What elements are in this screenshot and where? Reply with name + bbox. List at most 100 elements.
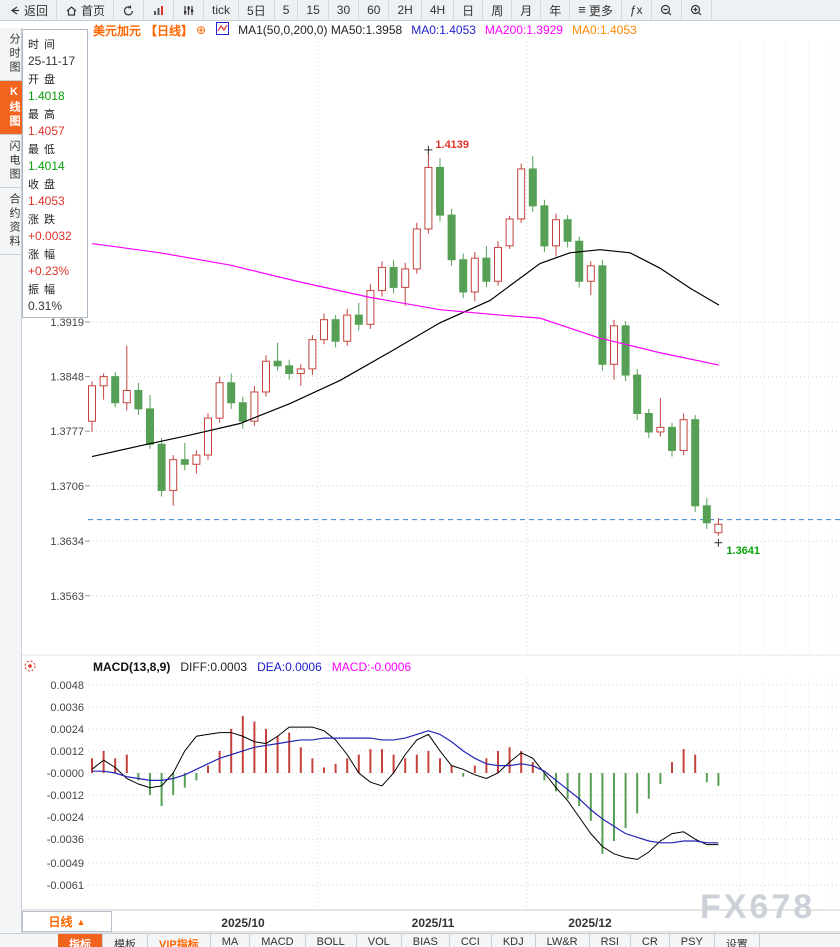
toolbar-button-15m[interactable]: 15 bbox=[298, 0, 329, 20]
macd-hist-bar bbox=[671, 761, 673, 773]
toolbar-button-month[interactable]: 月 bbox=[512, 0, 542, 20]
toolbar-button-label: 2H bbox=[397, 3, 413, 17]
date-axis-label: 2025/11 bbox=[412, 916, 455, 930]
indicator-tab-LW&R[interactable]: LW&R bbox=[536, 934, 590, 947]
date-axis-label: 2025/12 bbox=[568, 916, 612, 930]
macd-hist-bar bbox=[392, 754, 395, 773]
candle-body bbox=[621, 325, 630, 376]
toolbar-button-week[interactable]: 周 bbox=[483, 0, 513, 20]
high-price-label: 1.4139 bbox=[435, 139, 469, 151]
macd-hist-bar bbox=[462, 773, 465, 777]
macd-hist-bar bbox=[276, 736, 279, 773]
toolbar-button-indicator-params[interactable] bbox=[174, 0, 205, 20]
ma-legend-entry: MA1(50,0,200,0) MA50:1.3958 bbox=[238, 23, 403, 37]
watermark: FX678 bbox=[700, 888, 816, 926]
toolbar-button-back[interactable]: 返回 bbox=[0, 0, 58, 20]
price-axis-label: 1.3634 bbox=[50, 536, 84, 548]
toolbar-button-5m[interactable]: 5 bbox=[275, 0, 299, 20]
info-value: 0.31% bbox=[28, 299, 63, 313]
indicator-tab-MA[interactable]: MA bbox=[211, 934, 251, 947]
indicator-tab-bar: 指标 模板 VIP指标 MA MACD BOLL VOL BIAS CCI KDJ LW&R RSI C… bbox=[0, 933, 840, 947]
toolbar-button-label: 5日 bbox=[247, 3, 266, 18]
indicator-tab-BIAS[interactable]: BIAS bbox=[402, 934, 450, 947]
candle-body bbox=[308, 339, 317, 370]
toolbar-button-zoom-out[interactable] bbox=[652, 0, 682, 20]
toolbar-button-label: 4H bbox=[429, 3, 446, 17]
macd-hist-bar bbox=[102, 750, 105, 773]
macd-hist-bar bbox=[346, 758, 349, 773]
candle-body bbox=[598, 265, 607, 365]
indicator-tab-VOL[interactable]: VOL bbox=[357, 934, 402, 947]
indicator-tab-BOLL[interactable]: BOLL bbox=[306, 934, 357, 947]
indicator-tab-CR[interactable]: CR bbox=[631, 934, 670, 947]
toolbar-button-label: 月 bbox=[520, 3, 533, 18]
toolbar-button-home[interactable]: 首页 bbox=[57, 0, 115, 20]
ma-legend-entry: MA200:1.3929 bbox=[484, 23, 563, 37]
macd-hist-bar bbox=[613, 773, 615, 841]
add-favorite-icon[interactable]: ⊕ bbox=[196, 23, 207, 37]
candle-body bbox=[691, 419, 700, 507]
side-tab-闪电图[interactable]: 闪电图 bbox=[0, 135, 22, 188]
indicator-tab-设置[interactable]: 设置 bbox=[715, 934, 760, 947]
macd-hist-bar bbox=[705, 773, 708, 783]
macd-hist-bar bbox=[381, 749, 383, 773]
date-axis-label: 2025/10 bbox=[221, 916, 265, 930]
side-tab-合约资料[interactable]: 合约资料 bbox=[0, 188, 22, 255]
indicator-tab-PSY[interactable]: PSY bbox=[670, 934, 715, 947]
toolbar-button-label: 日 bbox=[462, 3, 475, 18]
candle-body bbox=[494, 246, 502, 282]
refresh-icon bbox=[122, 4, 135, 17]
toolbar-button-fx[interactable]: ƒx bbox=[622, 0, 652, 20]
period-selector[interactable]: 日线 ▲ bbox=[22, 911, 112, 932]
indicator-tab-CCI[interactable]: CCI bbox=[450, 934, 492, 947]
macd-hist-bar bbox=[508, 747, 511, 773]
toolbar-button-day[interactable]: 日 bbox=[454, 0, 484, 20]
toolbar-button-label: 年 bbox=[549, 3, 562, 18]
macd-hist-bar bbox=[207, 765, 209, 773]
macd-axis-label: -0.0000 bbox=[47, 768, 84, 780]
macd-axis-label: -0.0049 bbox=[47, 858, 84, 870]
toolbar-button-4h[interactable]: 4H bbox=[422, 0, 455, 20]
candle-body bbox=[378, 266, 386, 291]
candle-body bbox=[482, 257, 491, 282]
toolbar-button-more[interactable]: ≡ 更多 bbox=[570, 0, 622, 20]
toolbar-button-60m[interactable]: 60 bbox=[359, 0, 390, 20]
indicator-tab-模板[interactable]: 模板 bbox=[103, 934, 148, 947]
candle-body bbox=[169, 459, 178, 491]
candle-body bbox=[610, 325, 618, 365]
ma-line-icon[interactable] bbox=[216, 22, 230, 38]
macd-hist-bar bbox=[624, 773, 627, 829]
toolbar-button-zoom-in[interactable] bbox=[682, 0, 712, 20]
toolbar-button-tick[interactable]: tick bbox=[204, 0, 240, 20]
toolbar-button-2h[interactable]: 2H bbox=[389, 0, 422, 20]
left-tab-strip: 分时图 K线图 闪电图 合约资料 bbox=[0, 28, 22, 947]
indicator-tab-RSI[interactable]: RSI bbox=[590, 934, 631, 947]
toolbar-button-5d[interactable]: 5日 bbox=[239, 0, 275, 20]
period-label: 日线 bbox=[48, 915, 73, 929]
indicator-tab-KDJ[interactable]: KDJ bbox=[492, 934, 536, 947]
candle-body bbox=[262, 360, 270, 393]
side-tab-K线图[interactable]: K线图 bbox=[0, 81, 22, 135]
macd-axis-label: -0.0024 bbox=[47, 812, 84, 824]
macd-value: DIFF:0.0003 bbox=[180, 659, 248, 674]
toolbar-button-label: 首页 bbox=[81, 3, 106, 18]
side-tab-分时图[interactable]: 分时图 bbox=[0, 28, 22, 81]
info-value: +0.23% bbox=[28, 264, 70, 278]
info-label: 最 低 bbox=[28, 144, 57, 156]
candle-body bbox=[134, 389, 143, 410]
toolbar-button-30m[interactable]: 30 bbox=[329, 0, 360, 20]
macd-hist-bar bbox=[485, 758, 488, 773]
macd-axis-label: 0.0024 bbox=[50, 724, 84, 736]
indicator-tab-VIP指标[interactable]: VIP指标 bbox=[148, 934, 211, 947]
macd-hist-bar bbox=[427, 750, 430, 773]
toolbar-button-refresh[interactable] bbox=[114, 0, 145, 20]
toolbar-button-chart-type[interactable] bbox=[144, 0, 175, 20]
info-label: 时 间 bbox=[28, 39, 57, 51]
indicator-marker-icon[interactable] bbox=[23, 659, 37, 676]
indicator-tab-指标[interactable]: 指标 bbox=[58, 934, 103, 947]
toolbar-button-year[interactable]: 年 bbox=[541, 0, 571, 20]
indicator-tab-MACD[interactable]: MACD bbox=[250, 934, 306, 947]
candle-body bbox=[633, 374, 642, 415]
macd-axis-label: 0.0048 bbox=[50, 680, 84, 692]
